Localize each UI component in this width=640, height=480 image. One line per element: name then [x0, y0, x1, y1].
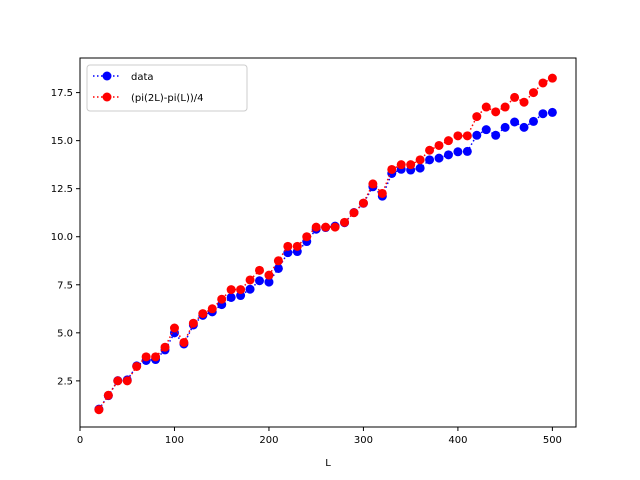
data-point	[472, 130, 482, 140]
data-point	[415, 163, 425, 173]
data-point	[434, 153, 444, 163]
legend-item: (pi(2L)-pi(L))/4	[93, 92, 204, 104]
data-point	[387, 164, 397, 174]
data-point	[113, 376, 123, 386]
series-0	[94, 107, 557, 414]
data-point	[179, 337, 189, 347]
data-point	[255, 265, 265, 275]
data-point	[434, 140, 444, 150]
data-point	[273, 256, 283, 266]
data-point	[425, 145, 435, 155]
data-point	[226, 285, 236, 295]
y-tick-label: 17.5	[51, 88, 73, 99]
data-point	[443, 150, 453, 160]
data-point	[519, 97, 529, 107]
x-axis: 0 100 200 300 400 500	[77, 427, 562, 446]
plot-frame	[79, 57, 577, 428]
data-point	[292, 241, 302, 251]
data-point	[283, 241, 293, 251]
data-point	[226, 292, 236, 302]
data-point	[547, 73, 557, 83]
data-point	[377, 188, 387, 198]
legend-marker	[102, 92, 112, 102]
data-point	[169, 323, 179, 333]
legend-label: (pi(2L)-pi(L))/4	[131, 93, 204, 104]
data-point	[510, 92, 520, 102]
data-point	[491, 107, 501, 117]
data-point	[472, 112, 482, 122]
y-axis: 2.5 5.0 7.5 10.0 12.5 15.0 17.5	[51, 88, 80, 387]
data-point	[264, 277, 274, 287]
data-point	[311, 222, 321, 232]
data-point	[528, 88, 538, 98]
data-point	[500, 102, 510, 112]
data-point	[245, 284, 255, 294]
data-point	[236, 285, 246, 295]
data-point	[273, 263, 283, 273]
plot-marks	[94, 73, 557, 415]
data-point	[94, 405, 104, 415]
x-tick-label: 400	[448, 435, 467, 446]
data-point	[481, 125, 491, 135]
data-point	[443, 136, 453, 146]
y-tick-label: 2.5	[57, 376, 73, 387]
data-point	[207, 304, 217, 314]
data-point	[368, 179, 378, 189]
data-point	[198, 309, 208, 319]
data-point	[528, 116, 538, 126]
data-point	[396, 160, 406, 170]
data-point	[141, 352, 151, 362]
data-point	[160, 342, 170, 352]
data-point	[321, 222, 331, 232]
data-point	[481, 102, 491, 112]
x-tick-label: 200	[259, 435, 278, 446]
data-point	[453, 147, 463, 157]
y-tick-label: 10.0	[51, 232, 73, 243]
legend-label: data	[131, 72, 154, 83]
x-tick-label: 100	[165, 435, 184, 446]
data-point	[122, 376, 132, 386]
data-point	[188, 318, 198, 328]
data-point	[538, 109, 548, 119]
data-point	[491, 130, 501, 140]
data-point	[510, 117, 520, 127]
legend-box	[86, 64, 248, 112]
data-point	[462, 146, 472, 156]
y-tick-label: 12.5	[51, 184, 73, 195]
data-point	[151, 352, 161, 362]
data-point	[217, 294, 227, 304]
legend-marker	[102, 71, 112, 81]
data-point	[500, 122, 510, 132]
x-axis-label: L	[325, 458, 331, 469]
y-tick-label: 15.0	[51, 136, 73, 147]
data-point	[453, 131, 463, 141]
data-point	[132, 361, 142, 371]
data-point	[406, 160, 416, 170]
data-point	[425, 155, 435, 165]
x-tick-label: 500	[543, 435, 562, 446]
legend-item: data	[93, 71, 154, 83]
data-point	[547, 107, 557, 117]
data-point	[358, 198, 368, 208]
data-point	[340, 217, 350, 227]
data-point	[264, 270, 274, 280]
data-point	[302, 232, 312, 242]
data-point	[330, 222, 340, 232]
data-point	[519, 122, 529, 132]
legend: data (pi(2L)-pi(L))/4	[86, 64, 248, 112]
series-line	[98, 111, 553, 410]
data-point	[415, 155, 425, 165]
x-tick-label: 300	[354, 435, 373, 446]
data-point	[245, 275, 255, 285]
data-point	[538, 78, 548, 88]
series-1	[94, 73, 557, 415]
data-point	[255, 276, 265, 286]
data-point	[349, 208, 359, 218]
data-point	[462, 131, 472, 141]
y-tick-label: 5.0	[57, 328, 73, 339]
y-tick-label: 7.5	[57, 280, 73, 291]
x-tick-label: 0	[77, 435, 83, 446]
data-point	[103, 390, 113, 400]
